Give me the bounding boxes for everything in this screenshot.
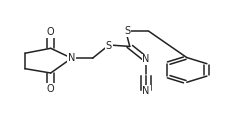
Text: N: N bbox=[68, 53, 75, 63]
Text: S: S bbox=[106, 41, 112, 51]
Text: N: N bbox=[142, 86, 150, 96]
Text: S: S bbox=[124, 26, 131, 36]
Text: N: N bbox=[142, 54, 150, 64]
Text: O: O bbox=[47, 27, 55, 37]
Text: O: O bbox=[47, 84, 55, 94]
